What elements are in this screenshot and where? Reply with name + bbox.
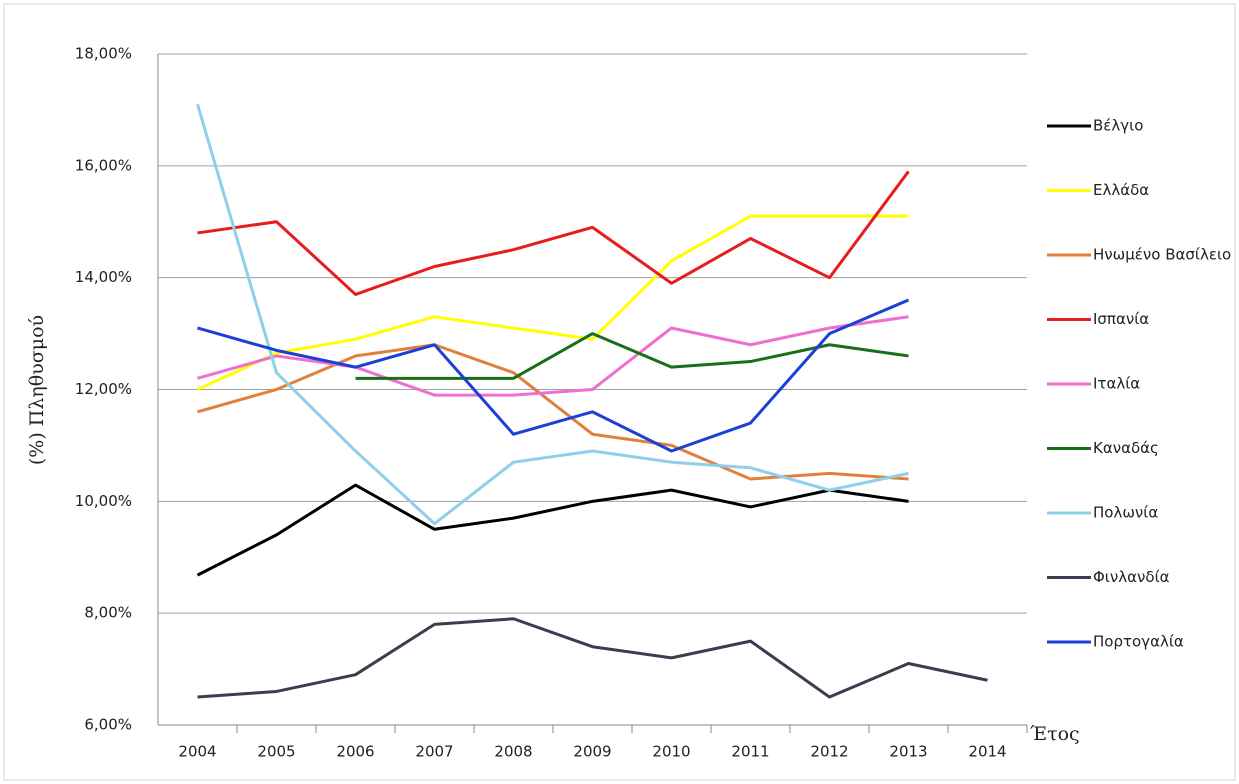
y-tick-label: 6,00% [84,716,132,734]
legend-label: Ελλάδα [1093,181,1149,199]
y-tick-label: 8,00% [84,604,132,622]
y-tick-label: 14,00% [75,268,132,286]
legend-label: Πολωνία [1093,504,1158,522]
x-tick-label: 2007 [415,743,453,761]
legend-label: Βέλγιο [1093,117,1143,135]
series-line [197,298,910,453]
x-tick-label: 2008 [494,743,532,761]
series-line [196,103,909,526]
series-line [197,315,909,397]
legend-label: Ηνωμένο Βασίλειο [1093,246,1231,264]
x-tick-label: 2012 [810,743,848,761]
legend-label: Ισπανία [1093,310,1149,328]
chart-frame [3,3,1236,781]
series-line [196,483,909,577]
series-line [197,617,988,699]
legend-label: Ιταλία [1093,375,1140,393]
y-tick-label: 16,00% [75,156,132,174]
x-tick-label: 2011 [731,743,769,761]
y-tick-label: 12,00% [75,380,132,398]
x-tick-label: 2014 [968,743,1006,761]
x-tick-label: 2010 [652,743,690,761]
series-line [196,214,909,391]
legend-label: Πορτογαλία [1093,633,1184,651]
y-axis-label: (%) Πληθυσμού [26,315,48,465]
legend-label: Φινλανδία [1093,568,1170,586]
x-tick-label: 2009 [573,743,611,761]
x-tick-label: 2013 [889,743,927,761]
x-tick-label: 2004 [178,743,216,761]
y-tick-label: 18,00% [75,45,132,63]
x-tick-label: 2005 [257,743,295,761]
series-line [197,170,910,296]
y-tick-label: 10,00% [75,492,132,510]
x-tick-label: 2006 [336,743,374,761]
series-line [197,343,909,481]
legend-label: Καναδάς [1093,439,1159,457]
x-axis-label: Έτος [1030,723,1080,745]
